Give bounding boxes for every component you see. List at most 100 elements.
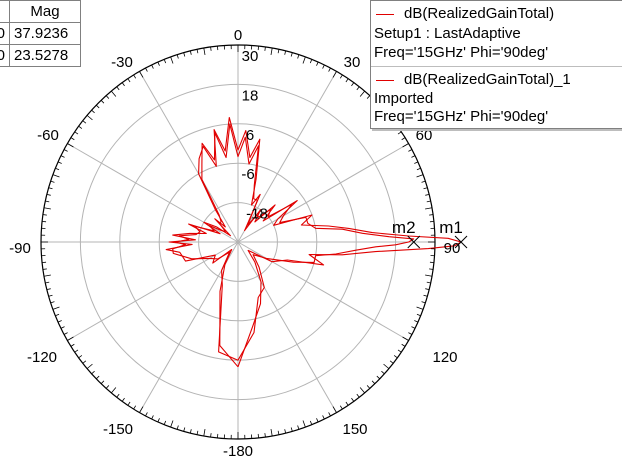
tick-mark — [302, 56, 306, 64]
tick-mark — [157, 418, 160, 423]
angle-label: 60 — [416, 127, 433, 144]
tick-mark — [45, 281, 50, 284]
tick-mark — [339, 405, 343, 410]
marker-label-m2: m2 — [392, 218, 416, 237]
tick-mark — [100, 100, 105, 104]
tick-mark — [133, 74, 137, 79]
marker-table-row: 0 23.5278 — [0, 44, 81, 67]
tick-mark — [50, 301, 55, 304]
tick-mark — [297, 425, 300, 430]
tick-mark — [183, 427, 186, 432]
tick-mark — [332, 71, 337, 78]
tick-mark — [46, 288, 51, 291]
ring-label: 18 — [242, 87, 259, 104]
legend-entry-2[interactable]: dB(RealizedGainTotal)_1 Imported Freq='1… — [371, 71, 622, 129]
angle-label: 120 — [432, 349, 457, 366]
angle-label: -120 — [27, 349, 57, 366]
tick-mark — [42, 268, 47, 270]
tick-mark — [423, 294, 428, 297]
tick-mark — [176, 54, 179, 59]
tick-mark — [46, 193, 51, 196]
tick-mark — [411, 326, 416, 329]
tick-mark — [383, 363, 390, 369]
marker-table-mag: 37.9236 — [9, 22, 81, 45]
tick-mark — [290, 427, 293, 432]
tick-mark — [145, 412, 148, 417]
tick-mark — [302, 420, 306, 428]
tick-mark — [151, 64, 154, 69]
legend[interactable]: dB(RealizedGainTotal) Setup1 : LastAdapt… — [370, 0, 622, 129]
legend-sub-2a: Imported — [374, 90, 434, 107]
tick-mark — [43, 274, 51, 277]
tick-mark — [429, 268, 434, 270]
tick-mark — [60, 326, 65, 329]
tick-mark — [397, 131, 402, 135]
tick-mark — [264, 46, 266, 51]
tick-mark — [297, 54, 300, 59]
tick-mark — [328, 412, 331, 417]
tick-mark — [60, 155, 65, 158]
tick-mark — [356, 393, 360, 398]
tick-mark — [416, 306, 424, 310]
marker-m1-cross — [454, 235, 468, 249]
legend-entry-1[interactable]: dB(RealizedGainTotal) Setup1 : LastAdapt… — [371, 5, 622, 67]
marker-table-header-cell — [0, 0, 10, 23]
tick-mark — [67, 143, 74, 148]
angle-label: 0 — [234, 27, 242, 44]
tick-mark — [351, 397, 355, 402]
tick-mark — [91, 370, 95, 375]
ring-label: 6 — [246, 127, 254, 144]
tick-mark — [63, 332, 68, 335]
ring-label: -6 — [241, 166, 254, 183]
tick-mark — [393, 355, 398, 359]
tick-mark — [170, 56, 174, 64]
outer-ticks — [41, 45, 435, 439]
trace-layer — [165, 116, 462, 368]
tick-mark — [127, 78, 131, 83]
marker-table-mag: 23.5278 — [9, 44, 81, 67]
tick-mark — [316, 418, 319, 423]
trace-2 — [172, 123, 415, 361]
marker-table-cell: 0 — [0, 44, 10, 67]
tick-mark — [91, 109, 95, 114]
tick-mark — [345, 78, 349, 83]
tick-mark — [416, 174, 424, 178]
tick-mark — [284, 429, 287, 434]
tick-mark — [416, 167, 421, 171]
marker-table-header-mag: Mag — [9, 0, 81, 23]
tick-mark — [52, 174, 60, 178]
marker-table: Mag 0 37.9236 0 23.5278 — [0, 0, 81, 67]
tick-mark — [196, 430, 199, 435]
marker-table-cell: 0 — [0, 22, 10, 45]
tick-mark — [116, 86, 120, 91]
legend-sub-1a: Setup1 : LastAdaptive — [374, 25, 521, 42]
tick-mark — [82, 120, 87, 124]
tick-mark — [78, 355, 83, 359]
ring-label: -18 — [246, 206, 268, 223]
angle-label: -150 — [103, 421, 133, 438]
tick-mark — [210, 433, 212, 438]
legend-swatch-1 — [376, 14, 394, 15]
tick-mark — [416, 313, 421, 317]
tick-mark — [401, 343, 406, 347]
tick-mark — [70, 343, 75, 347]
tick-mark — [351, 82, 355, 87]
tick-mark — [328, 67, 331, 72]
legend-sub-1b: Freq='15GHz' Phi='90deg' — [374, 44, 549, 61]
tick-mark — [203, 47, 206, 55]
angle-label: 150 — [342, 421, 367, 438]
ring-labels: 30 18 6 -6 -18 — [241, 48, 268, 223]
tick-mark — [426, 281, 431, 284]
tick-mark — [381, 370, 385, 375]
tick-mark — [421, 180, 426, 183]
tick-mark — [425, 207, 433, 210]
marker-label-m1: m1 — [439, 218, 463, 237]
tick-mark — [425, 274, 433, 277]
marker-table-row: 0 37.9236 — [0, 22, 81, 45]
tick-mark — [67, 336, 74, 341]
tick-mark — [55, 167, 60, 171]
tick-mark — [43, 207, 51, 210]
tick-mark — [82, 360, 87, 364]
